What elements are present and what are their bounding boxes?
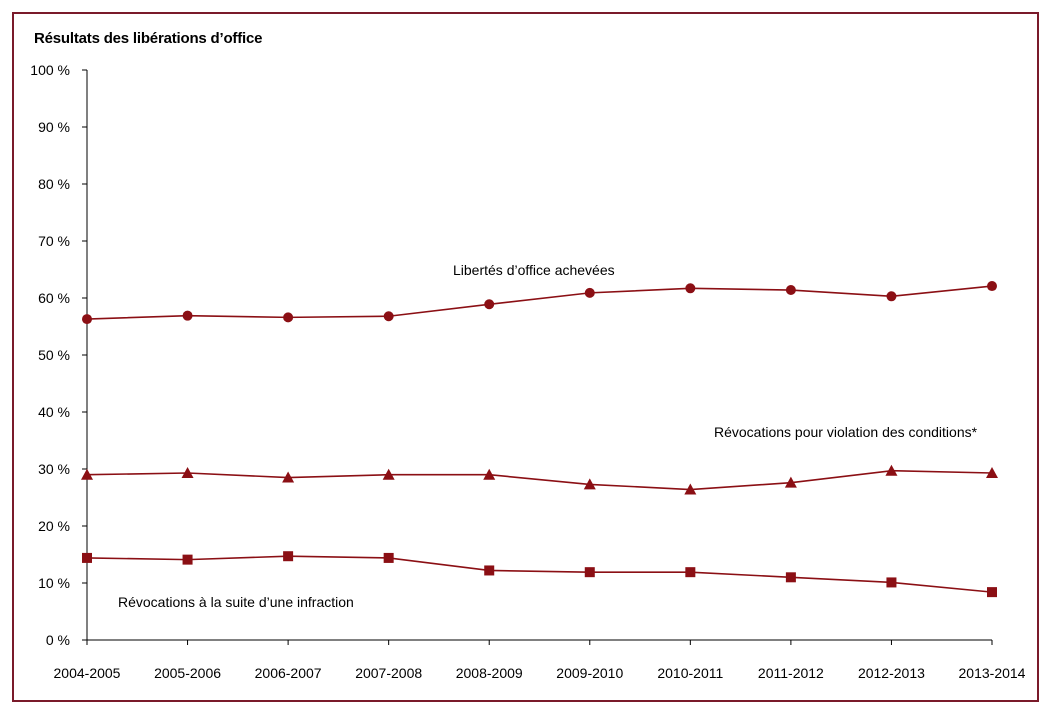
series-triangle — [81, 464, 998, 495]
series-square — [82, 551, 997, 598]
y-tick-label: 20 % — [38, 518, 70, 534]
series-line — [86, 555, 993, 593]
data-point — [484, 565, 495, 576]
x-tick-label: 2004-2005 — [54, 665, 121, 681]
chart-frame — [12, 12, 1039, 702]
data-point — [383, 311, 394, 322]
data-point — [82, 552, 92, 563]
y-tick-label: 30 % — [38, 461, 70, 477]
y-tick-label: 10 % — [38, 575, 70, 591]
data-point — [584, 287, 595, 298]
series-labels: Libertés d’office achevées Révocations po… — [118, 262, 978, 610]
data-point — [382, 468, 395, 480]
data-point — [383, 552, 394, 563]
data-point — [282, 471, 295, 483]
data-point — [583, 478, 596, 490]
data-point — [685, 283, 696, 294]
series-circle — [82, 281, 997, 325]
y-tick-label: 90 % — [38, 119, 70, 135]
data-point — [987, 281, 997, 292]
data-point — [584, 567, 595, 578]
x-tick-label: 2013-2014 — [959, 665, 1026, 681]
data-point — [885, 464, 898, 476]
data-point — [886, 577, 897, 588]
series-label: Libertés d’office achevées — [453, 262, 615, 278]
x-tick-label: 2006-2007 — [255, 665, 322, 681]
data-point — [684, 483, 697, 495]
x-tick-label: 2011-2012 — [758, 665, 824, 681]
series-layer — [81, 281, 998, 598]
axes: 0 % 10 % 20 % 30 % 40 % 50 % 60 % 70 % 80 % 90 % 1… — [30, 62, 1025, 681]
data-point — [685, 567, 696, 578]
y-tick-label: 100 % — [30, 62, 70, 78]
data-point — [784, 476, 797, 488]
y-tick-label: 60 % — [38, 290, 70, 306]
data-point — [283, 312, 294, 323]
data-point — [82, 314, 92, 325]
data-point — [987, 587, 997, 598]
y-tick-label: 0 % — [46, 632, 70, 648]
data-point — [484, 299, 495, 310]
y-tick-label: 40 % — [38, 404, 70, 420]
data-point — [283, 551, 294, 562]
data-point — [785, 285, 796, 296]
x-tick-label: 2007-2008 — [355, 665, 422, 681]
data-point — [785, 572, 796, 583]
chart-title: Résultats des libérations d’office — [34, 30, 263, 47]
x-tick-label: 2010-2011 — [657, 665, 723, 681]
data-point — [483, 468, 496, 480]
data-point — [182, 310, 193, 321]
data-point — [182, 554, 193, 565]
x-tick-label: 2009-2010 — [556, 665, 623, 681]
x-tick-label: 2012-2013 — [858, 665, 925, 681]
data-point — [81, 468, 93, 480]
series-label: Révocations à la suite d’une infraction — [118, 594, 354, 610]
series-line — [86, 469, 993, 491]
x-tick-label: 2005-2006 — [154, 665, 221, 681]
series-label: Révocations pour violation des condition… — [714, 424, 978, 440]
y-tick-label: 70 % — [38, 233, 70, 249]
y-tick-label: 50 % — [38, 347, 70, 363]
data-point — [886, 291, 897, 302]
data-point — [181, 466, 194, 478]
x-tick-label: 2008-2009 — [456, 665, 523, 681]
y-tick-label: 80 % — [38, 176, 70, 192]
data-point — [986, 466, 998, 478]
series-line — [86, 285, 993, 320]
